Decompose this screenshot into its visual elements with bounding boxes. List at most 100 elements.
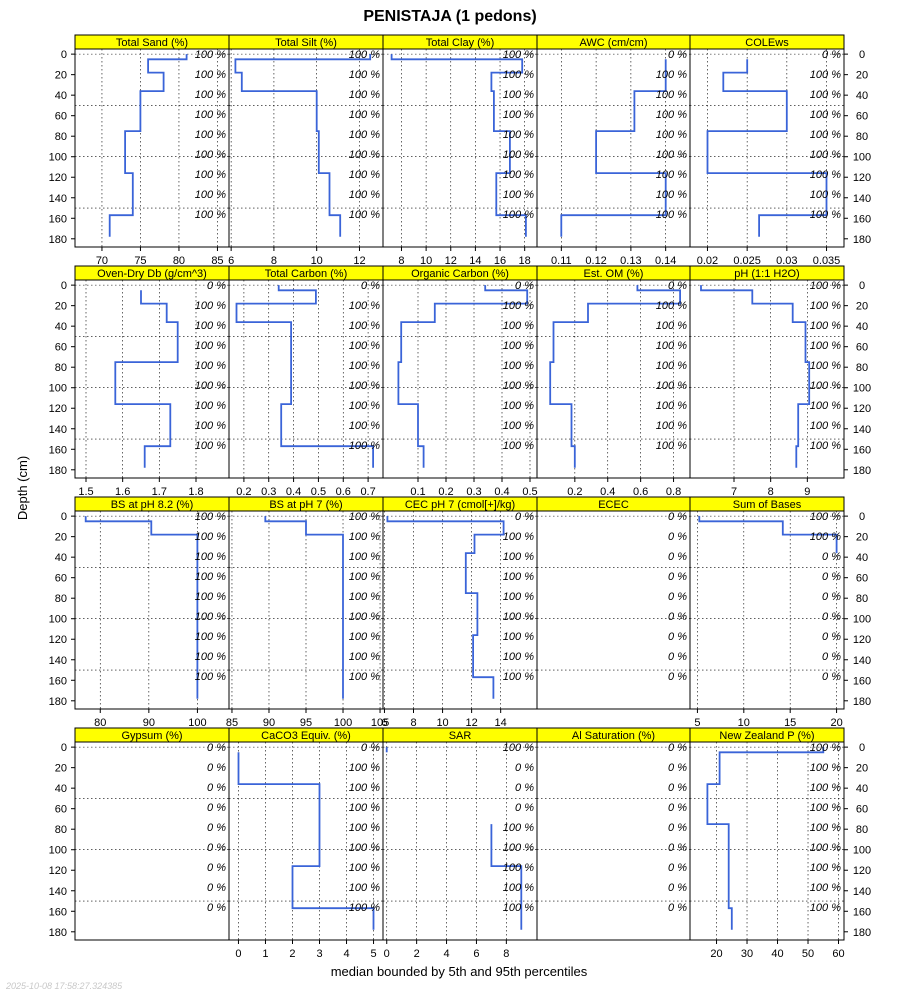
- depth-tick-label: 40: [55, 552, 67, 564]
- percent-label: 100 %: [503, 551, 534, 563]
- depth-tick-label: 160: [853, 906, 871, 918]
- depth-tick-label: 60: [856, 111, 868, 123]
- percent-label: 100 %: [656, 129, 687, 141]
- x-tick-label: 3: [316, 948, 322, 960]
- x-tick-label: 0: [384, 948, 390, 960]
- percent-label: 100 %: [195, 591, 226, 603]
- depth-tick-label: 160: [49, 213, 67, 225]
- percent-label: 100 %: [349, 631, 380, 643]
- depth-tick-label: 20: [856, 532, 868, 544]
- percent-label: 100 %: [195, 320, 226, 332]
- x-tick-label: 0.3: [466, 486, 481, 498]
- percent-label: 0 %: [515, 802, 534, 814]
- panel-title: Oven-Dry Db (g/cm^3): [97, 268, 207, 280]
- percent-label: 0 %: [822, 671, 841, 683]
- percent-label: 100 %: [810, 340, 841, 352]
- percent-label: 100 %: [810, 380, 841, 392]
- x-tick-label: 16: [494, 255, 506, 267]
- percent-label: 0 %: [207, 822, 226, 834]
- percent-label: 100 %: [349, 571, 380, 583]
- percent-label: 100 %: [503, 49, 534, 61]
- depth-tick-label: 60: [55, 573, 67, 585]
- x-tick-label: 18: [519, 255, 531, 267]
- percent-label: 100 %: [810, 902, 841, 914]
- percent-label: 100 %: [810, 169, 841, 181]
- percent-label: 100 %: [503, 89, 534, 101]
- percent-label: 100 %: [349, 209, 380, 221]
- depth-tick-label: 180: [853, 696, 871, 708]
- percent-label: 0 %: [515, 511, 534, 523]
- percent-label: 0 %: [822, 631, 841, 643]
- panel-title: Est. OM (%): [584, 268, 644, 280]
- percent-label: 100 %: [349, 882, 380, 894]
- x-tick-label: 14: [469, 255, 481, 267]
- panel-title: BS at pH 7 (%): [269, 499, 342, 511]
- panel-title: CaCO3 Equiv. (%): [261, 730, 351, 742]
- percent-label: 0 %: [207, 842, 226, 854]
- profile-line: [108, 54, 188, 237]
- x-tick-label: 0.5: [311, 486, 326, 498]
- percent-label: 0 %: [515, 280, 534, 292]
- percent-label: 0 %: [668, 822, 687, 834]
- x-tick-label: 1.5: [78, 486, 93, 498]
- panel-16: Gypsum (%) 0 % 0 % 0 % 0 % 0 % 0 % 0 % 0 % 0 % 0 20…: [49, 727, 230, 941]
- panel-title: CEC pH 7 (cmol[+]/kg): [405, 499, 515, 511]
- percent-label: 100 %: [349, 902, 380, 914]
- x-tick-label: 0.11: [551, 255, 572, 267]
- x-tick-label: 0.035: [813, 255, 841, 267]
- percent-label: 100 %: [810, 320, 841, 332]
- panel-title: Total Clay (%): [426, 37, 494, 49]
- percent-label: 100 %: [503, 69, 534, 81]
- percent-label: 100 %: [656, 89, 687, 101]
- panel-13: CEC pH 7 (cmol[+]/kg)0 % 100 % 100 % 100 % 1…: [381, 496, 538, 729]
- percent-label: 100 %: [810, 531, 841, 543]
- panel-title: AWC (cm/cm): [579, 37, 647, 49]
- panel-title: ECEC: [598, 499, 629, 511]
- x-tick-label: 75: [134, 255, 146, 267]
- percent-label: 100 %: [195, 129, 226, 141]
- percent-label: 100 %: [349, 340, 380, 352]
- percent-label: 100 %: [349, 531, 380, 543]
- percent-label: 100 %: [810, 360, 841, 372]
- profile-line: [397, 285, 529, 468]
- depth-tick-label: 140: [49, 655, 67, 667]
- depth-tick-label: 80: [856, 824, 868, 836]
- percent-label: 100 %: [503, 591, 534, 603]
- percent-label: 100 %: [349, 822, 380, 834]
- panel-18: SAR 100 % 0 % 0 % 0 % 100 % 100 % 100 % 100 % 100…: [382, 727, 538, 960]
- x-tick-label: 15: [784, 717, 796, 729]
- percent-label: 100 %: [810, 400, 841, 412]
- depth-tick-label: 80: [856, 362, 868, 374]
- percent-label: 100 %: [810, 511, 841, 523]
- percent-label: 100 %: [195, 340, 226, 352]
- percent-label: 100 %: [503, 420, 534, 432]
- percent-label: 100 %: [503, 862, 534, 874]
- percent-label: 0 %: [668, 782, 687, 794]
- percent-label: 0 %: [207, 862, 226, 874]
- x-tick-label: 0: [235, 948, 241, 960]
- percent-label: 100 %: [195, 109, 226, 121]
- depth-tick-label: 60: [856, 573, 868, 585]
- percent-label: 100 %: [503, 822, 534, 834]
- percent-label: 100 %: [810, 280, 841, 292]
- percent-label: 100 %: [195, 611, 226, 623]
- panel-9: Est. OM (%) 0 % 100 % 100 % 100 % 100 % 100 % 1…: [536, 265, 691, 498]
- percent-label: 0 %: [361, 742, 380, 754]
- depth-tick-label: 160: [853, 213, 871, 225]
- depth-tick-label: 100: [49, 152, 67, 164]
- percent-label: 100 %: [195, 380, 226, 392]
- depth-tick-label: 60: [55, 804, 67, 816]
- profile-line: [235, 285, 375, 468]
- percent-label: 0 %: [822, 551, 841, 563]
- profile-line: [264, 516, 344, 699]
- percent-label: 100 %: [195, 420, 226, 432]
- percent-label: 100 %: [349, 671, 380, 683]
- percent-label: 0 %: [207, 280, 226, 292]
- x-tick-label: 1.8: [188, 486, 203, 498]
- x-tick-label: 4: [443, 948, 449, 960]
- percent-label: 100 %: [349, 651, 380, 663]
- percent-label: 100 %: [195, 189, 226, 201]
- percent-label: 100 %: [349, 360, 380, 372]
- panel-title: Al Saturation (%): [572, 730, 655, 742]
